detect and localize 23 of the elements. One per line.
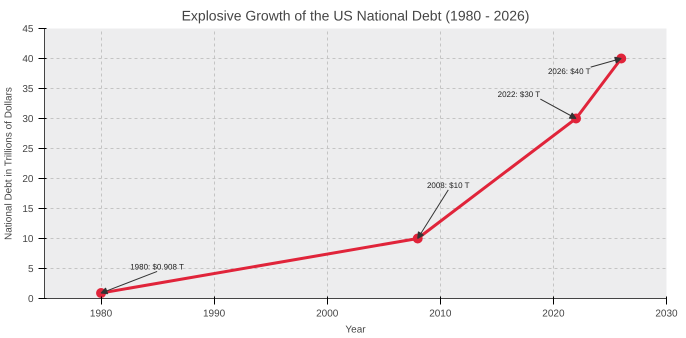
- annotation: 2022: $30 T: [498, 90, 540, 100]
- y-tick-label: 0: [28, 294, 34, 305]
- x-tick-label: 2030: [655, 308, 678, 320]
- x-tick-label: 2020: [542, 308, 565, 320]
- y-tick-label: 5: [28, 264, 34, 275]
- y-tick-label: 45: [22, 24, 34, 35]
- chart-title: Explosive Growth of the US National Debt (1980 - 2026): [182, 8, 530, 24]
- y-tick-label: 15: [22, 204, 34, 215]
- x-tick-label: 2000: [316, 308, 339, 320]
- annotation: 2008: $10 T: [426, 180, 470, 190]
- y-tick-label: 10: [22, 234, 34, 245]
- y-axis-title: National Debt in Trillions of Dollars: [3, 87, 14, 240]
- x-tick-label: 1990: [203, 308, 226, 320]
- y-tick-label: 40: [22, 54, 34, 65]
- annotation: 2026: $40 T: [548, 67, 591, 76]
- x-axis-title: Year: [345, 324, 366, 336]
- x-tick-label: 1980: [90, 308, 113, 320]
- annotation: 1980: $0.908 T: [130, 262, 184, 272]
- x-tick-label: 2010: [429, 308, 452, 320]
- y-tick-label: 20: [22, 174, 34, 185]
- y-tick-label: 25: [22, 144, 34, 155]
- y-tick-label: 35: [22, 84, 34, 95]
- y-tick-label: 30: [22, 114, 34, 125]
